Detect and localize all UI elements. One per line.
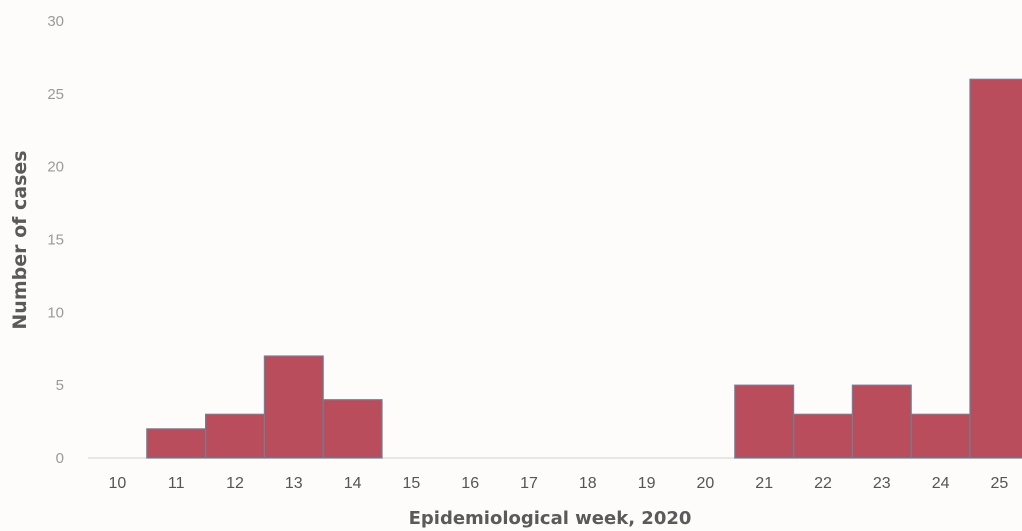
bar-week-14 [322, 399, 383, 459]
x-axis-title: Epidemiological week, 2020 [409, 508, 692, 529]
y-tick-label: 25 [47, 86, 64, 103]
bar-week-21 [734, 384, 795, 459]
x-tick-label: 24 [932, 475, 950, 492]
x-tick-label: 12 [226, 475, 244, 492]
y-tick-label: 15 [47, 232, 64, 249]
x-axis-ticks: 10 11 12 13 14 15 16 17 18 19 20 21 22 23 24 25 [109, 475, 1009, 492]
x-tick-label: 20 [697, 475, 715, 492]
bar-week-25 [969, 78, 1022, 459]
y-tick-label: 30 [47, 13, 64, 30]
y-axis-title: Number of cases [9, 150, 31, 329]
bar-week-11 [146, 428, 207, 459]
x-tick-label: 15 [403, 475, 421, 492]
bar-week-12 [205, 413, 266, 459]
bar-week-13 [263, 355, 324, 459]
x-tick-label: 16 [461, 475, 479, 492]
y-tick-label: 20 [47, 159, 64, 176]
x-tick-label: 19 [638, 475, 656, 492]
y-tick-label: 5 [56, 377, 64, 394]
x-tick-label: 17 [520, 475, 538, 492]
x-tick-label: 22 [814, 475, 832, 492]
bar-week-22 [792, 413, 853, 459]
x-tick-label: 10 [109, 475, 127, 492]
y-axis-ticks: 0 5 10 15 20 25 30 [47, 13, 64, 467]
y-tick-label: 0 [56, 450, 64, 467]
x-tick-label: 13 [285, 475, 303, 492]
x-tick-label: 25 [991, 475, 1009, 492]
bar-week-24 [910, 413, 971, 459]
x-tick-label: 21 [755, 475, 773, 492]
x-tick-label: 18 [579, 475, 597, 492]
bar-week-23 [851, 384, 912, 459]
x-tick-label: 14 [344, 475, 362, 492]
x-tick-label: 11 [168, 475, 185, 492]
y-tick-label: 10 [47, 304, 64, 321]
x-tick-label: 23 [873, 475, 891, 492]
bars-group [146, 78, 1022, 459]
